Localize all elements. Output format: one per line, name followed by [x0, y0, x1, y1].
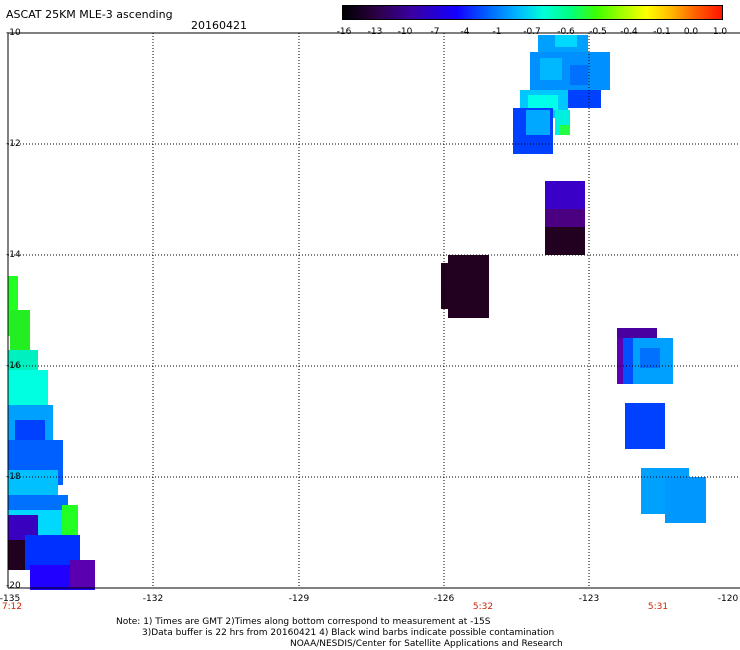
time-label: 7:12 — [1, 602, 23, 612]
map-grid — [8, 33, 740, 588]
data-cluster-right — [617, 328, 706, 523]
lon-label: -126 — [433, 594, 455, 604]
lat-label: -10 — [6, 28, 21, 38]
colorbar-tick: -0.6 — [557, 27, 575, 37]
note-line-3: NOAA/NESDIS/Center for Satellite Applica… — [290, 639, 563, 649]
map-frame — [7, 32, 740, 589]
data-cluster-left — [8, 276, 95, 590]
map-date: 20160421 — [191, 19, 247, 32]
lat-label: -18 — [6, 472, 21, 482]
colorbar-tick: 0.0 — [683, 27, 699, 37]
lon-label: -129 — [288, 594, 310, 604]
colorbar-tick: -0.1 — [653, 27, 671, 37]
data-cluster-top-right — [513, 35, 610, 154]
colorbar-tick: 1.0 — [712, 27, 728, 37]
lat-label: -14 — [6, 250, 21, 260]
time-label: 5:32 — [472, 602, 494, 612]
colorbar-tick: -13 — [367, 27, 383, 37]
colorbar-tick: -10 — [397, 27, 413, 37]
lon-label: -132 — [142, 594, 164, 604]
note-line-1: Note: 1) Times are GMT 2)Times along bot… — [116, 617, 491, 627]
colorbar-tick: -16 — [336, 27, 352, 37]
colorbar-tick: -0.5 — [589, 27, 607, 37]
colorbar-tick: -4 — [460, 27, 470, 37]
colorbar-tick: -0.7 — [523, 27, 541, 37]
time-label: 5:31 — [647, 602, 669, 612]
colorbar — [342, 5, 723, 20]
lat-label: -12 — [6, 139, 21, 149]
lon-label: -123 — [578, 594, 600, 604]
lat-label: -20 — [6, 581, 21, 591]
lat-label: -16 — [6, 361, 21, 371]
note-line-2: 3)Data buffer is 22 hrs from 20160421 4)… — [142, 628, 555, 638]
lon-label: -135 — [0, 594, 21, 604]
colorbar-tick: -7 — [430, 27, 440, 37]
colorbar-tick: -1 — [492, 27, 502, 37]
lon-label: -120 — [717, 594, 739, 604]
data-cluster-center — [441, 181, 585, 318]
colorbar-tick: -0.4 — [620, 27, 638, 37]
map-title: ASCAT 25KM MLE-3 ascending — [6, 8, 173, 21]
